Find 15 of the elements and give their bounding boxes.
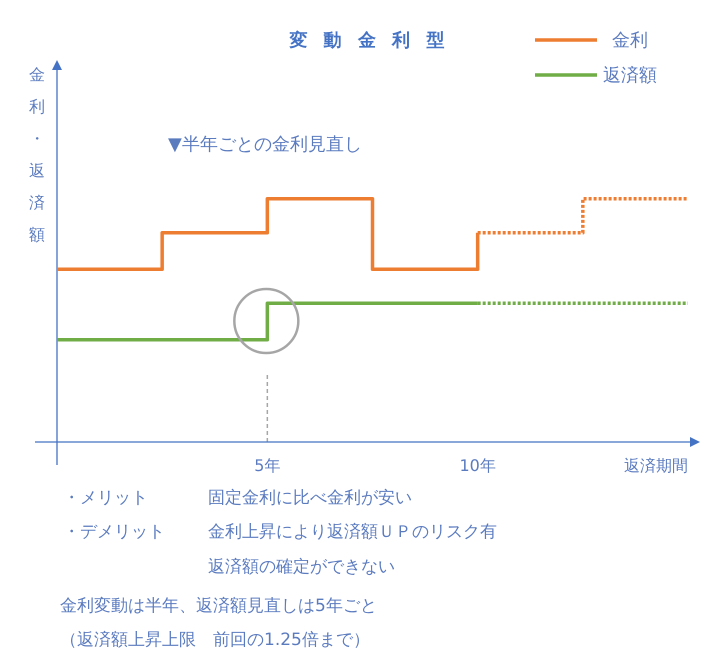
text: ▼半年ごとの金利見直し — [168, 134, 362, 155]
x-axis-title: 返済期間 — [624, 456, 688, 475]
text: 金利上昇により返済額ＵＰのリスク有 — [208, 522, 497, 542]
text: 固定金利に比べ金利が安い — [208, 488, 412, 508]
x-tick-label: 5年 — [254, 456, 280, 475]
chart-title: 変動金利型 — [288, 30, 460, 51]
text: （返済額上昇上限 前回の1.25倍まで） — [60, 630, 370, 650]
x-tick-label: 10年 — [459, 456, 496, 475]
text: 金利変動は半年、返済額見直しは5年ごと — [60, 596, 377, 616]
legend-label: 金利 — [612, 30, 648, 51]
text: ・デメリット — [63, 522, 165, 542]
y-axis-title: 金利・返済額 — [29, 65, 45, 244]
text: 返済額の確定ができない — [208, 557, 395, 577]
legend-label: 返済額 — [603, 65, 657, 86]
text: ・メリット — [63, 488, 148, 508]
